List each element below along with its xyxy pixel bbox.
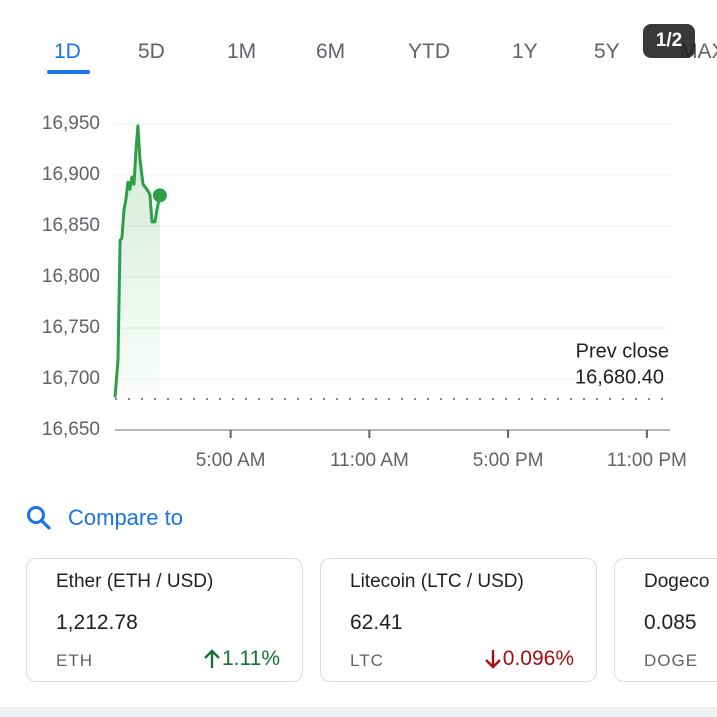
tab-underline	[47, 70, 90, 74]
y-tick-label: 16,650	[42, 419, 100, 440]
prev-close-value: 16,680.40	[575, 366, 664, 388]
change-arrow	[484, 650, 501, 669]
range-tab[interactable]: 1Y	[512, 40, 538, 63]
page-badge: 1/2	[643, 24, 695, 58]
x-tick-label: 11:00 AM	[330, 450, 409, 471]
card-price: 1,212.78	[56, 611, 138, 634]
card-change: 1.11%	[202, 647, 280, 671]
y-tick-label: 16,750	[42, 317, 100, 338]
x-tick-label: 5:00 AM	[196, 450, 266, 471]
price-chart: 16,650 16,700 16,750 16,800 16,850 16,900 16,9…	[42, 113, 687, 471]
change-value: 0.096%	[502, 647, 574, 670]
range-tab[interactable]: 5Y	[594, 40, 620, 63]
search-icon	[27, 506, 51, 530]
y-tick-label: 16,900	[42, 164, 100, 185]
compare-card[interactable]: Dogeco 0.085 DOGE	[614, 558, 717, 682]
card-name: Litecoin (LTC / USD)	[350, 571, 524, 592]
x-tick-label: 11:00 PM	[607, 450, 687, 471]
price-area	[115, 126, 160, 399]
card-name: Ether (ETH / USD)	[56, 571, 214, 592]
card-price: 62.41	[350, 611, 403, 634]
card-symbol: ETH	[56, 651, 93, 670]
card-price: 0.085	[644, 611, 697, 634]
bottom-bar	[0, 707, 717, 717]
current-point	[152, 188, 167, 203]
change-value: 1.11%	[222, 647, 280, 670]
compare-card[interactable]: Litecoin (LTC / USD) 62.41 LTC 0.096%	[320, 558, 597, 682]
change-arrow	[204, 649, 220, 668]
x-tick-label: 5:00 PM	[473, 450, 544, 471]
card-name: Dogeco	[644, 571, 710, 592]
range-tab[interactable]: 1M	[227, 40, 257, 63]
price-line	[113, 124, 162, 398]
range-tab[interactable]: YTD	[408, 40, 450, 63]
card-symbol: LTC	[350, 651, 384, 670]
compare-title: Compare to	[68, 505, 183, 530]
y-tick-label: 16,800	[42, 266, 100, 287]
range-tab[interactable]: 6M	[316, 40, 346, 63]
y-tick-label: 16,950	[42, 113, 100, 134]
prev-close-label: Prev close	[576, 340, 669, 362]
y-tick-label: 16,850	[42, 215, 100, 236]
y-tick-label: 16,700	[42, 368, 100, 389]
range-tab[interactable]: 1D	[54, 40, 81, 63]
card-change: 0.096%	[483, 647, 574, 671]
card-symbol: DOGE	[644, 651, 699, 670]
compare-card[interactable]: Ether (ETH / USD) 1,212.78 ETH 1.11%	[26, 558, 303, 682]
range-tab[interactable]: 5D	[138, 40, 165, 63]
compare-link[interactable]: Compare to	[26, 505, 183, 531]
